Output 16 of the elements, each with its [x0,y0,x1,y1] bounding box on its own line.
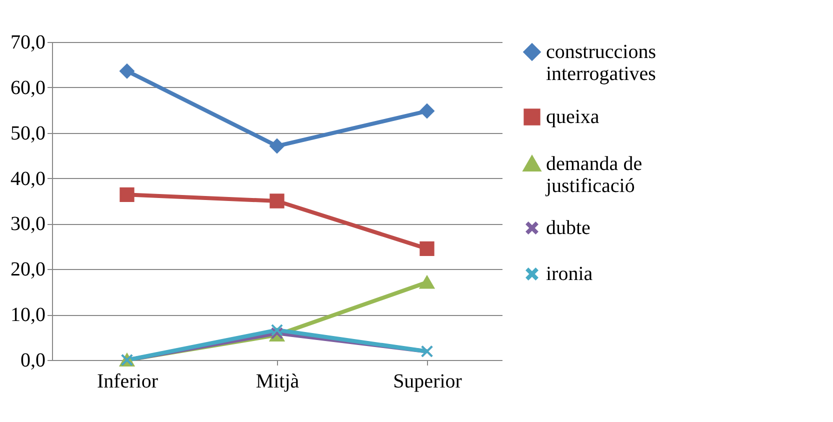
y-tick-label: 40,0 [10,168,46,190]
y-tick-label: 30,0 [10,213,46,236]
y-tick-label: 70,0 [10,32,46,54]
legend-label: queixa [546,106,600,128]
x-tick-label: Superior [393,370,462,392]
legend-label: ironia [546,263,593,285]
y-tick-label: 10,0 [10,304,46,326]
x-tick-label: Inferior [96,370,158,392]
y-tick-label: 50,0 [10,122,46,144]
y-tick-label: 20,0 [10,258,46,281]
legend-label: demanda de justificació [545,153,642,197]
y-tick-label: 60,0 [10,76,46,99]
legend-label: construccions interrogatives [546,41,656,85]
x-tick-label: Mitjà [256,370,300,392]
legend-label: dubte [546,217,591,239]
y-tick-label: 0,0 [20,350,46,372]
